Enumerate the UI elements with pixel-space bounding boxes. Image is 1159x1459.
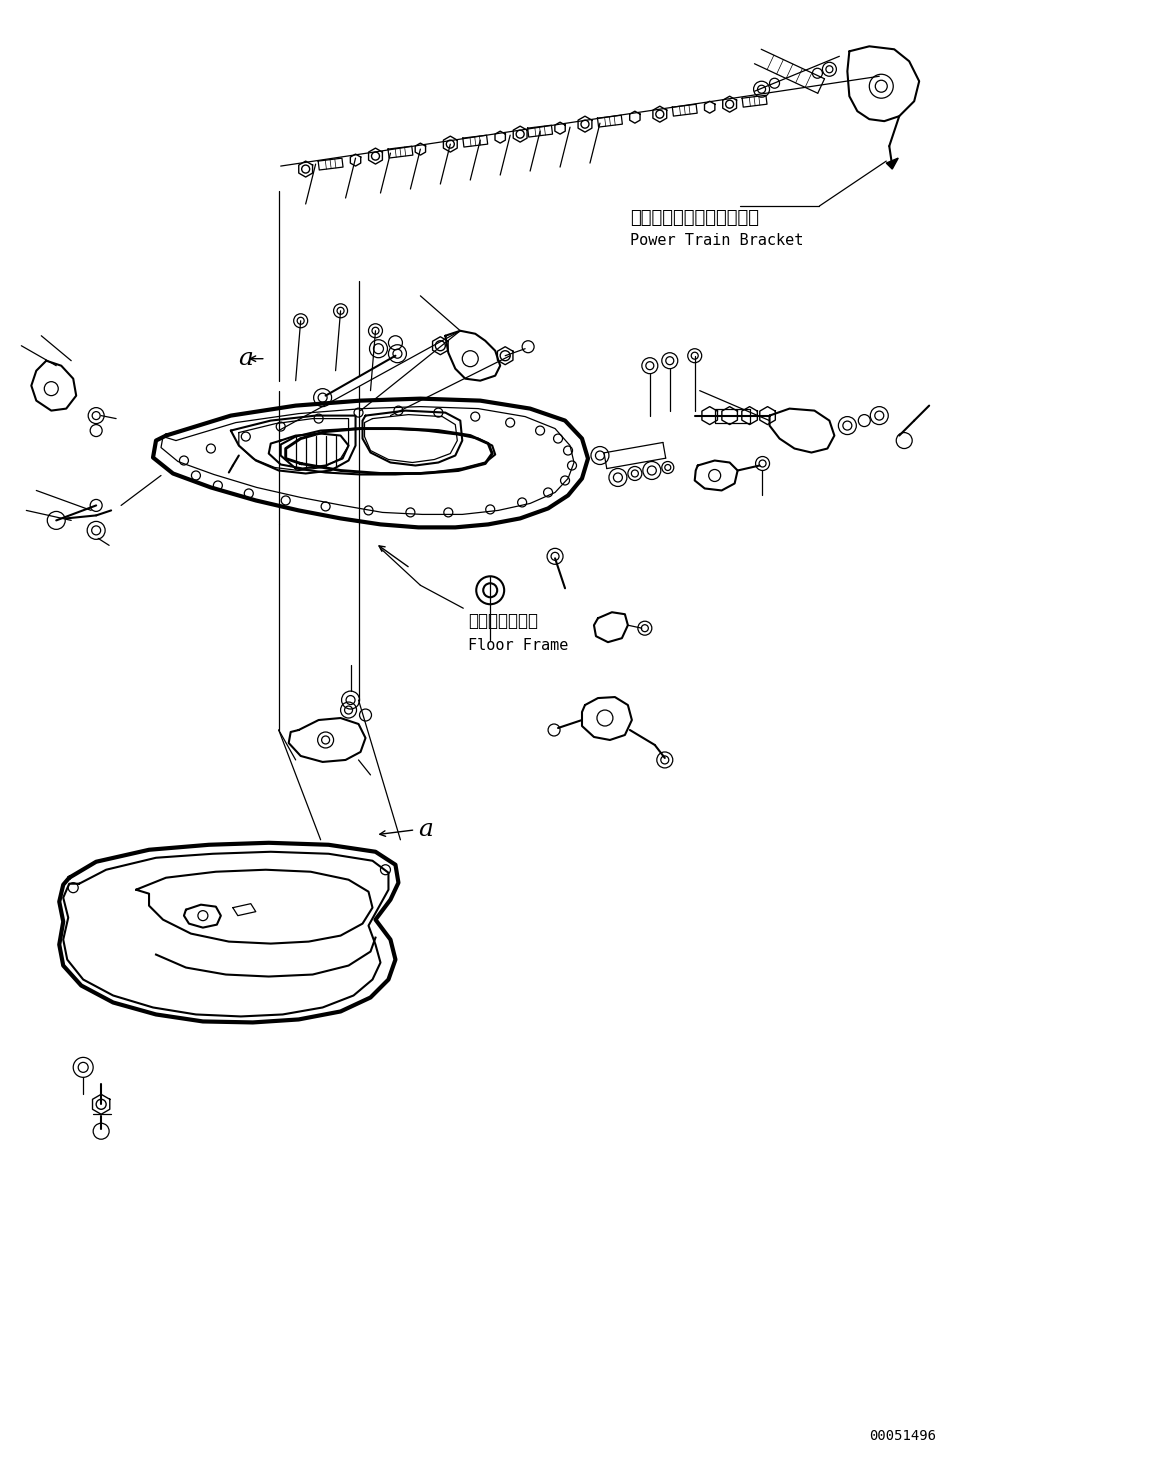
Text: フロアフレーム: フロアフレーム [468,613,538,630]
Text: Power Train Bracket: Power Train Bracket [629,233,803,248]
Text: Floor Frame: Floor Frame [468,638,569,654]
Text: a: a [418,818,432,842]
Text: 00051496: 00051496 [869,1428,936,1443]
Text: パワートレインブラケット: パワートレインブラケット [629,209,759,228]
Text: a: a [239,347,253,371]
Polygon shape [887,158,898,169]
